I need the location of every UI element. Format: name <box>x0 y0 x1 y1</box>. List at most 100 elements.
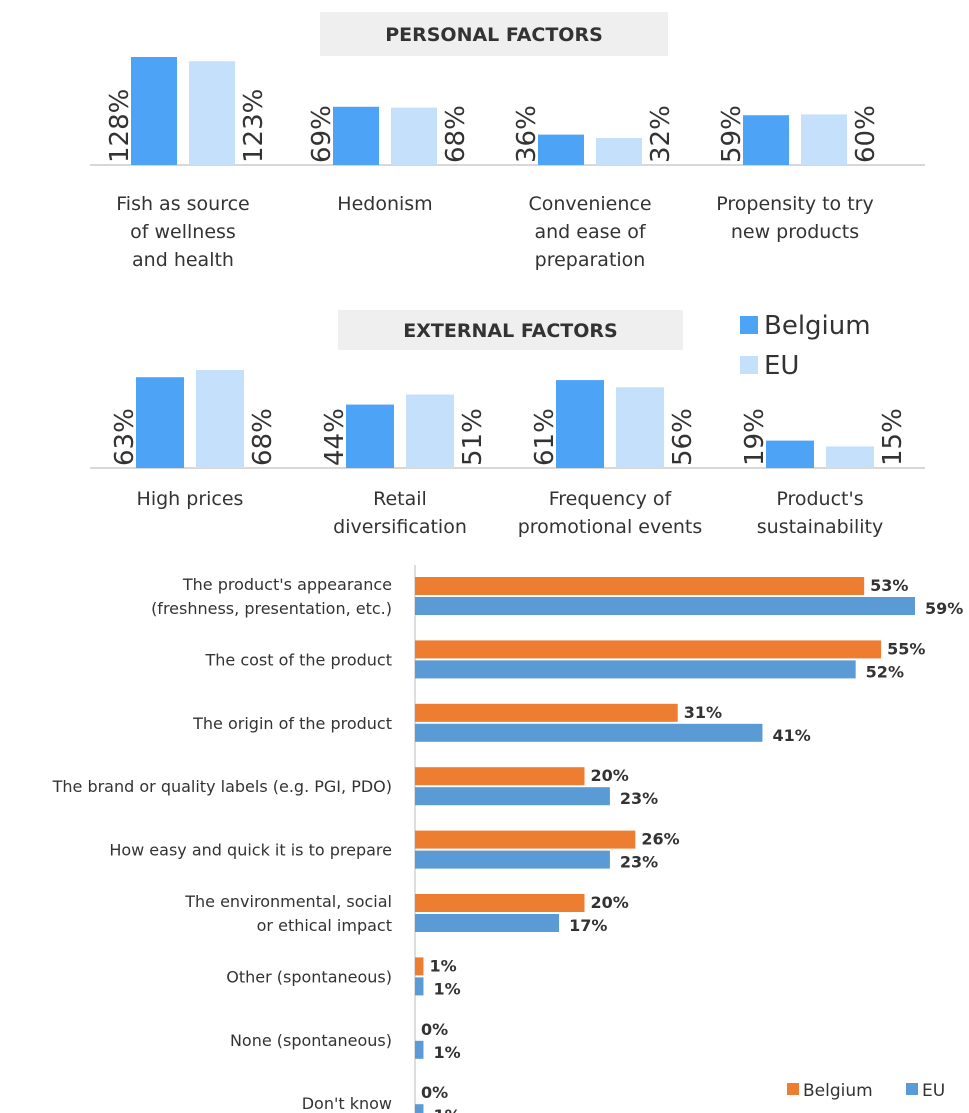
category-label: sustainability <box>757 516 884 538</box>
legend-swatch <box>906 1083 918 1095</box>
bar <box>333 106 379 165</box>
bar <box>406 394 454 468</box>
category-label: Frequency of <box>549 488 673 510</box>
legend-swatch <box>740 316 758 334</box>
bar <box>415 577 865 595</box>
value-label: 59% <box>925 599 963 618</box>
value-label: 123% <box>239 89 269 163</box>
category-label: The cost of the product <box>204 650 392 669</box>
category-label: and health <box>132 249 234 271</box>
bar <box>346 404 394 468</box>
bar <box>391 107 437 165</box>
title-box <box>338 310 683 350</box>
category-label: new products <box>731 221 859 243</box>
bar <box>415 703 678 722</box>
title-box <box>320 12 668 56</box>
category-label: How easy and quick it is to prepare <box>109 841 392 860</box>
legend-label: EU <box>922 1081 945 1101</box>
value-label: 63% <box>110 408 140 466</box>
value-label: 23% <box>620 853 658 872</box>
chart-title: EXTERNAL FACTORS <box>403 320 617 342</box>
value-label: 59% <box>717 105 747 163</box>
legend-label: Belgium <box>803 1081 873 1101</box>
category-label: Product's <box>776 488 863 510</box>
value-label: 44% <box>320 408 350 466</box>
value-label: 20% <box>590 766 628 785</box>
bar <box>415 723 763 742</box>
value-label: 51% <box>458 408 488 466</box>
chart-title: PERSONAL FACTORS <box>385 24 603 46</box>
bar <box>538 134 584 165</box>
value-label: 61% <box>530 408 560 466</box>
value-label: 32% <box>646 105 676 163</box>
category-label: The brand or quality labels (e.g. PGI, P… <box>52 777 392 796</box>
value-label: 68% <box>441 105 471 163</box>
value-label: 23% <box>620 789 658 808</box>
category-label: and ease of <box>534 221 646 243</box>
value-label: 31% <box>684 703 722 722</box>
value-label: 69% <box>307 105 337 163</box>
bar <box>131 57 177 165</box>
legend-swatch <box>740 356 758 374</box>
value-label: 56% <box>668 408 698 466</box>
bar <box>415 977 424 996</box>
category-label: None (spontaneous) <box>230 1031 392 1050</box>
bar <box>415 830 636 849</box>
value-label: 41% <box>772 726 810 745</box>
value-label: 0% <box>421 1083 448 1102</box>
bar <box>616 387 664 468</box>
category-label: The product's appearance <box>182 575 392 594</box>
category-label: Don't know <box>302 1094 392 1113</box>
bar <box>415 1040 424 1059</box>
bar <box>189 61 235 165</box>
category-label: Hedonism <box>337 193 432 215</box>
value-label: 0% <box>421 1020 448 1039</box>
value-label: 1% <box>433 979 460 998</box>
legend-label: EU <box>764 351 799 381</box>
category-label: Retail <box>373 488 427 510</box>
bar <box>556 380 604 468</box>
bar <box>415 767 585 786</box>
value-label: 68% <box>248 408 278 466</box>
bar <box>801 114 847 165</box>
bar <box>415 914 560 932</box>
bar <box>766 440 814 468</box>
category-label: promotional events <box>518 516 703 538</box>
value-label: 128% <box>105 89 135 163</box>
bar <box>826 446 874 468</box>
legend-label: Belgium <box>764 311 871 341</box>
category-label: diversification <box>333 516 467 538</box>
value-label: 36% <box>512 105 542 163</box>
bar <box>415 660 856 679</box>
category-label: preparation <box>535 249 646 271</box>
bar <box>415 1104 424 1113</box>
category-label: (freshness, presentation, etc.) <box>151 599 392 618</box>
bar <box>415 787 610 806</box>
bar <box>415 597 915 615</box>
bar <box>415 640 882 659</box>
value-label: 1% <box>429 956 456 975</box>
value-label: 20% <box>590 893 628 912</box>
bar <box>596 138 642 165</box>
bar <box>743 115 789 165</box>
category-label: Convenience <box>528 193 651 215</box>
bar <box>415 850 610 869</box>
value-label: 15% <box>878 408 908 466</box>
value-label: 52% <box>866 662 904 681</box>
value-label: 1% <box>433 1043 460 1062</box>
value-label: 60% <box>851 105 881 163</box>
value-label: 17% <box>569 916 607 935</box>
category-label: Fish as source <box>116 193 249 215</box>
legend-swatch <box>787 1083 799 1095</box>
bar <box>415 957 424 976</box>
category-label: High prices <box>137 488 244 510</box>
category-label: The origin of the product <box>192 714 392 733</box>
bar <box>196 370 244 468</box>
category-label: Propensity to try <box>716 193 873 215</box>
value-label: 1% <box>433 1106 460 1113</box>
category-label: or ethical impact <box>257 916 392 935</box>
category-label: The environmental, social <box>184 892 392 911</box>
bar <box>136 377 184 468</box>
value-label: 53% <box>870 576 908 595</box>
